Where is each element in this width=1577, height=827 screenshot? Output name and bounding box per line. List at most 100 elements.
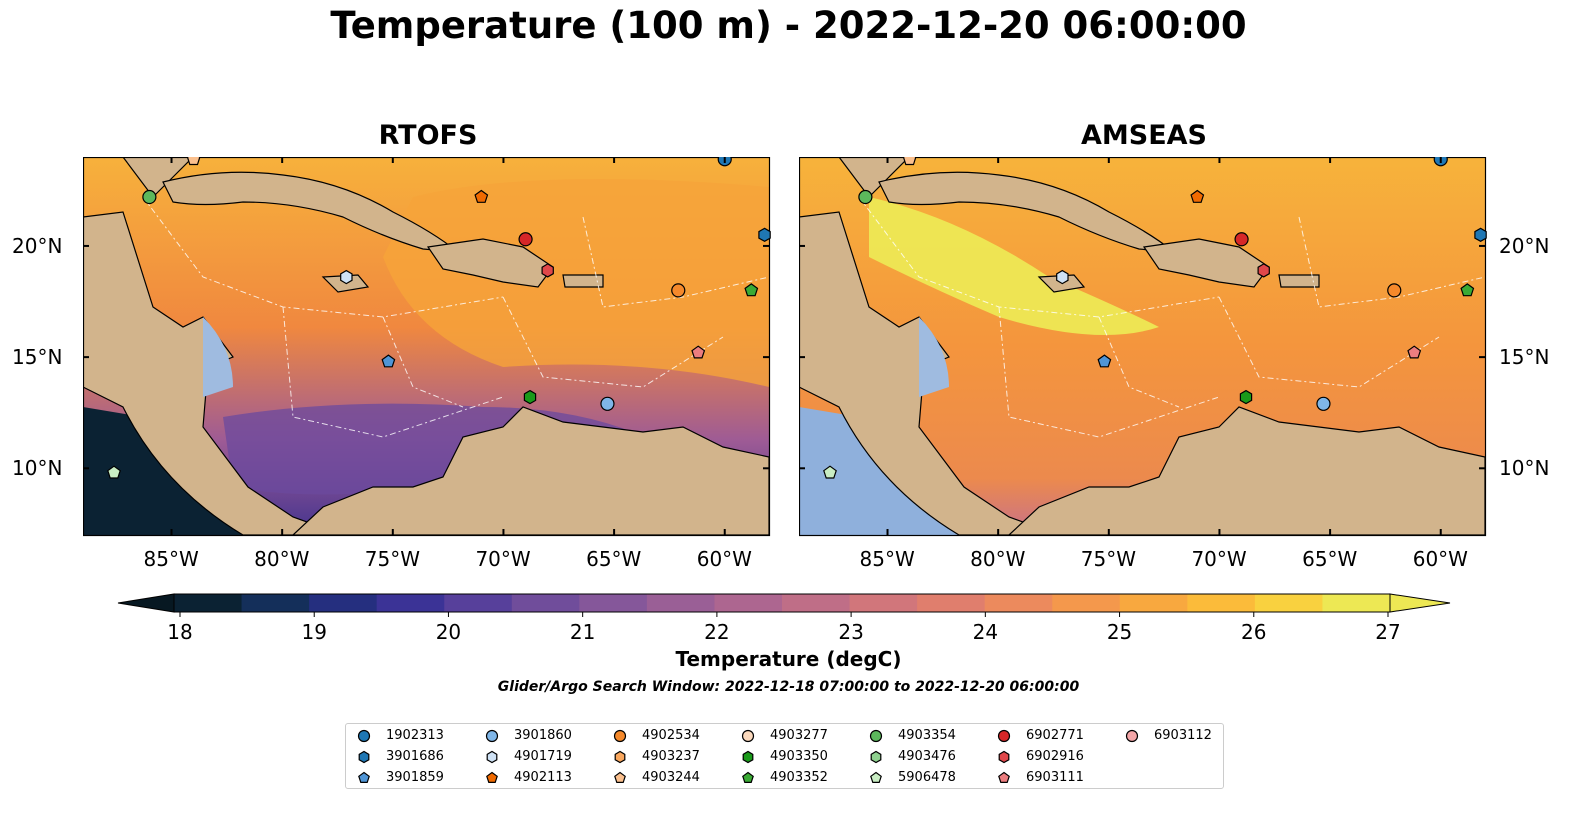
colorbar-segment [444,594,513,612]
search-window-text: Glider/Argo Search Window: 2022-12-18 07… [497,679,1080,695]
map-panel-amseas [799,157,1487,537]
legend-marker-icon [870,750,882,764]
legend-marker-icon [357,729,371,743]
colorbar-segment [1119,594,1188,612]
colorbar-segment [511,594,580,612]
eez-boundaries [858,196,1485,438]
legend-marker-icon [870,771,882,783]
legend-label: 4903244 [642,770,700,785]
lon-tick-label: 65°W [1302,547,1358,571]
shallow-shelf [919,317,949,397]
float-marker-6902771 [518,232,533,247]
float-marker-6902916 [1257,263,1270,278]
legend-marker-icon [997,729,1011,743]
legend-marker-icon [742,771,754,783]
float-marker-3901859 [381,354,396,368]
legend-marker-icon [614,750,626,764]
colorbar-tick-label: 23 [838,620,864,644]
legend-label: 3901859 [386,770,444,785]
hispaniola-land [1142,238,1270,288]
colorbar-segment [241,594,310,612]
legend-label: 6902771 [1026,728,1084,743]
colorbar-tick-label: 18 [167,620,193,644]
float-marker-3901860 [600,396,615,411]
panel-title-amseas: AMSEAS [1081,120,1207,151]
legend-label: 4903476 [898,749,956,764]
legend-label: 4902113 [514,770,572,785]
colorbar-tick-label: 27 [1375,620,1401,644]
float-marker-5906478 [823,465,837,479]
colorbar-label: Temperature (degC) [675,647,902,671]
lon-tick-label: 60°W [696,547,752,571]
lat-tick-label: 20°N [1499,233,1550,258]
colorbar-segment [1187,594,1256,612]
legend-marker-icon [614,771,626,783]
lat-tick-label: 15°N [1499,345,1550,370]
colorbar-tick-label: 20 [435,620,462,644]
legend-label: 1902313 [386,728,444,743]
south-america-land [292,406,769,535]
float-marker-4901719 [340,269,353,285]
colorbar-segment [849,594,918,612]
lon-tick-label: 70°W [475,547,531,571]
colorbar-tick-label: 22 [704,620,730,644]
colorbar-tick-label: 26 [1241,620,1267,644]
legend-label: 4903354 [898,728,956,743]
float-marker-3901859 [1097,354,1112,368]
lon-tick-label: 85°W [143,547,199,571]
float-marker-3901860 [1316,396,1331,411]
legend-marker-icon [741,729,755,743]
float-marker-4902113 [1190,189,1205,203]
colorbar-segment [1052,594,1121,612]
legend-marker-icon [358,771,370,783]
puerto-rico-land [1278,274,1320,288]
lon-tick-label: 80°W [970,547,1026,571]
colorbar-tick-label: 24 [972,620,999,644]
legend-marker-icon [358,750,370,764]
hispaniola-land [426,238,554,288]
float-marker-3901686 [1474,227,1487,242]
float-marker-4901719 [1056,269,1069,285]
legend-label: 6903112 [1154,728,1212,743]
map-panel-rtofs [83,157,771,537]
lon-tick-label: 80°W [254,547,310,571]
legend-label: 4903352 [770,770,828,785]
central-america-land [83,211,344,535]
colorbar-segment [579,594,648,612]
float-marker-4903244 [902,157,917,166]
lon-tick-label: 85°W [859,547,915,571]
central-america-land [799,211,1060,535]
float-marker-6902771 [1234,232,1249,247]
colorbar-segment [646,594,715,612]
legend-label: 3901686 [386,749,444,764]
colorbar-segment [917,594,986,612]
legend-marker-icon [869,729,883,743]
colorbar-tick-label: 19 [301,620,327,644]
lon-tick-label: 65°W [586,547,642,571]
float-marker-6903111 [691,345,706,359]
colorbar-extend-low [117,593,175,613]
colorbar-tick-label: 21 [569,620,596,644]
legend-label: 4902534 [642,728,700,743]
puerto-rico-land [562,274,604,288]
shallow-shelf [203,317,233,397]
lat-tick-label: 15°N [12,345,63,370]
florida-land [83,157,194,198]
legend-marker-icon [485,729,499,743]
colorbar-segment [1254,594,1323,612]
legend-label: 4901719 [514,749,572,764]
colorbar-outline [173,593,1391,613]
float-marker-4902534 [1387,283,1402,298]
colorbar-segment [309,594,378,612]
colorbar-extend-high [1389,593,1451,613]
legend-marker-icon [998,771,1010,783]
float-marker-4903354 [142,189,157,205]
float-marker-6902916 [541,263,554,278]
float-marker-4903352 [1460,283,1475,297]
lon-tick-label: 70°W [1191,547,1247,571]
colorbar-segment [376,594,445,612]
legend-marker-icon [742,750,754,764]
float-marker-3901686 [758,227,771,242]
legend-marker-icon [486,771,498,783]
legend-label: 4903277 [770,728,828,743]
